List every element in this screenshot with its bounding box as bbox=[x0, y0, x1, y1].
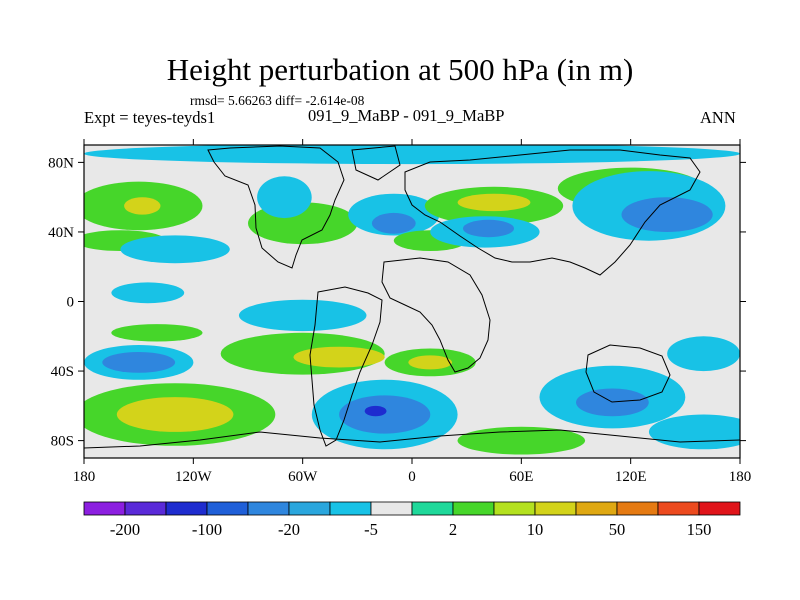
stats-text: rmsd= 5.66263 diff= -2.614e-08 bbox=[190, 93, 365, 108]
coast-south-america bbox=[309, 286, 383, 447]
season-label: ANN bbox=[700, 108, 736, 127]
colorbar-swatch-9 bbox=[452, 501, 495, 516]
colorbar-swatch-12 bbox=[575, 501, 618, 516]
chart-title: Height perturbation at 500 hPa (in m) bbox=[166, 52, 634, 87]
contour-region-35 bbox=[457, 426, 586, 455]
coast-australia bbox=[585, 344, 671, 403]
colorbar-swatch-0 bbox=[83, 501, 126, 516]
colorbar-label-7: 150 bbox=[687, 520, 712, 539]
y-axis: 80N 40N 0 40S 80S bbox=[48, 155, 746, 450]
y-tick-label-2: 0 bbox=[67, 295, 75, 311]
x-tick-label-5: 120E bbox=[615, 469, 647, 485]
colorbar-swatch-14 bbox=[657, 501, 700, 516]
coast-africa bbox=[381, 257, 491, 373]
colorbar-label-6: 50 bbox=[609, 520, 626, 539]
contour-region-4 bbox=[120, 235, 230, 264]
coast-greenland bbox=[351, 145, 401, 181]
colorbar-swatch-8 bbox=[411, 501, 454, 516]
coast-north-america bbox=[207, 145, 345, 269]
contour-region-8 bbox=[371, 212, 416, 234]
contour-region-6 bbox=[257, 176, 312, 219]
y-tick-label-1: 40N bbox=[48, 225, 74, 241]
y-tick-label-4: 80S bbox=[51, 434, 74, 450]
contour-region-34 bbox=[648, 414, 740, 450]
y-tick-label-3: 40S bbox=[51, 364, 74, 380]
colorbar-swatch-7 bbox=[370, 501, 413, 516]
colorbar-label-4: 2 bbox=[449, 520, 457, 539]
coastlines bbox=[84, 145, 740, 449]
contour-region-11 bbox=[457, 193, 531, 212]
contour-region-13 bbox=[463, 219, 514, 238]
colorbar-swatch-10 bbox=[493, 501, 536, 516]
colorbar: -200 -100 -20 -5 2 10 50 150 bbox=[83, 501, 741, 539]
contour-region-30 bbox=[364, 405, 387, 417]
colorbar-swatch-15 bbox=[698, 501, 741, 516]
contour-region-2 bbox=[124, 197, 161, 215]
contour-region-16 bbox=[621, 197, 713, 233]
contour-region-21 bbox=[102, 352, 176, 373]
x-tick-label-3: 0 bbox=[408, 469, 416, 485]
contour-region-17 bbox=[111, 282, 185, 304]
colorbar-swatch-5 bbox=[288, 501, 331, 516]
coast-antarctica bbox=[84, 429, 740, 449]
x-tick-label-2: 60W bbox=[288, 469, 318, 485]
colorbar-label-0: -200 bbox=[110, 520, 140, 539]
case-label: 091_9_MaBP - 091_9_MaBP bbox=[308, 106, 505, 125]
x-tick-label-1: 120W bbox=[175, 469, 213, 485]
colorbar-label-3: -5 bbox=[364, 520, 378, 539]
contour-region-25 bbox=[116, 397, 234, 432]
contour-region-19 bbox=[111, 324, 203, 342]
colorbar-swatch-1 bbox=[124, 501, 167, 516]
contour-region-33 bbox=[667, 336, 740, 372]
contour-region-27 bbox=[408, 355, 453, 370]
y-tick-label-0: 80N bbox=[48, 155, 74, 171]
x-axis: 180 120W 60W 0 60E 120E 180 bbox=[73, 139, 752, 485]
experiment-label: Expt = teyes-teyds1 bbox=[84, 108, 216, 127]
x-tick-label-0: 180 bbox=[73, 469, 96, 485]
colorbar-swatch-2 bbox=[165, 501, 208, 516]
contour-region-0 bbox=[84, 145, 740, 165]
colorbar-label-1: -100 bbox=[192, 520, 222, 539]
colorbar-swatch-11 bbox=[534, 501, 577, 516]
x-tick-label-4: 60E bbox=[509, 469, 533, 485]
contour-region-29 bbox=[339, 395, 431, 434]
coast-eurasia bbox=[404, 149, 701, 276]
colorbar-swatch-6 bbox=[329, 501, 372, 516]
contour-region-23 bbox=[293, 346, 385, 368]
colorbar-label-2: -20 bbox=[278, 520, 300, 539]
colorbar-swatch-4 bbox=[247, 501, 290, 516]
contour-region-18 bbox=[238, 299, 367, 332]
colorbar-swatch-13 bbox=[616, 501, 659, 516]
colorbar-swatch-3 bbox=[206, 501, 249, 516]
x-tick-label-6: 180 bbox=[729, 469, 752, 485]
colorbar-label-5: 10 bbox=[527, 520, 544, 539]
